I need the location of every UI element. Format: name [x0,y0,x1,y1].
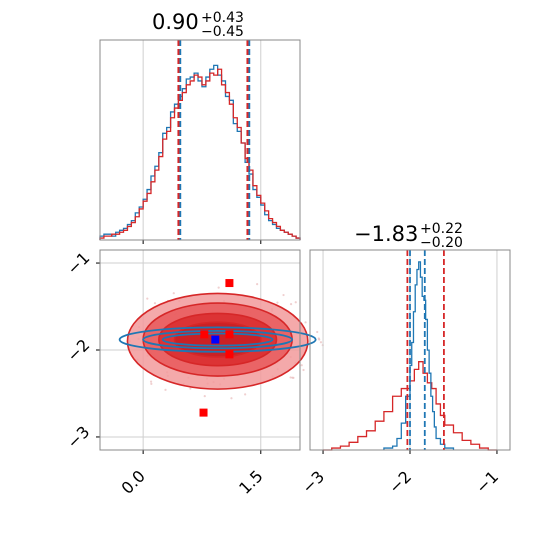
scatter-point [256,283,259,286]
scatter-point [153,302,157,305]
scatter-point [289,303,293,306]
panel-1-frame [99,39,301,241]
scatter-point [164,388,167,391]
scatter-point [217,286,220,289]
scatter-point [300,364,303,367]
scatter-point [294,301,297,304]
x-tick-label-1: 1.5 [235,466,266,497]
red-marker-1 [200,330,209,339]
title-1-minus: −0.45 [201,24,244,40]
y-tick-label-2: −3 [63,422,93,452]
blue-contour-0 [118,326,317,353]
scatter-point [304,321,307,324]
x-tick-label-0: −3 [298,467,328,497]
scatter-point [289,376,292,379]
title-1-median: 0.90 [152,10,199,34]
red-marker-4 [199,408,208,417]
scatter-point [150,382,153,385]
scatter-point [203,395,206,398]
scatter-point [244,393,247,396]
x-tick-label-2: −1 [472,467,502,497]
marginal-panel-2: −3 −2 −1 [298,249,511,497]
scatter-point [172,292,175,295]
scatter-point [282,293,285,297]
marginal-panel-1 [99,39,301,244]
panel-3-frame [309,249,511,451]
hist-1-series-0 [99,64,301,240]
title-1-plus: +0.43 [201,10,244,26]
scatter-point [189,387,192,390]
scatter-point [316,330,319,334]
blue-marker-0 [211,335,220,344]
red-marker-2 [225,330,234,339]
scatter-point [149,380,153,383]
x-tick-label-0: 0.0 [118,466,149,497]
title-2-plus: +0.22 [420,221,463,237]
title-2-median: −1.83 [354,222,418,246]
hist-2-red [323,361,497,451]
scatter-point [319,341,323,344]
x-tick-label-1: −2 [385,467,415,497]
hist-2-blue [383,261,455,450]
y-tick-label-1: −2 [63,335,93,365]
title-2-minus: −0.20 [420,235,463,251]
blue-contour-1 [142,329,294,350]
scatter-point [230,397,233,400]
scatter-point [302,368,305,372]
hist-1-series-1 [99,68,301,240]
panel-titles: 0.90 +0.43 −0.45 −1.83 +0.22 −0.20 [152,10,463,251]
panel-2-frame [99,249,301,451]
blue-contour-2 [161,332,274,347]
scatter-point [317,337,320,340]
scatter-point [276,301,279,304]
red-marker-3 [225,350,234,359]
red-marker-0 [225,279,234,288]
joint-panel: 0.0 1.5 −1 −2 −3 [63,248,324,498]
scatter-point [146,297,149,300]
scatter-point [292,376,295,379]
y-tick-label-0: −1 [63,248,93,278]
